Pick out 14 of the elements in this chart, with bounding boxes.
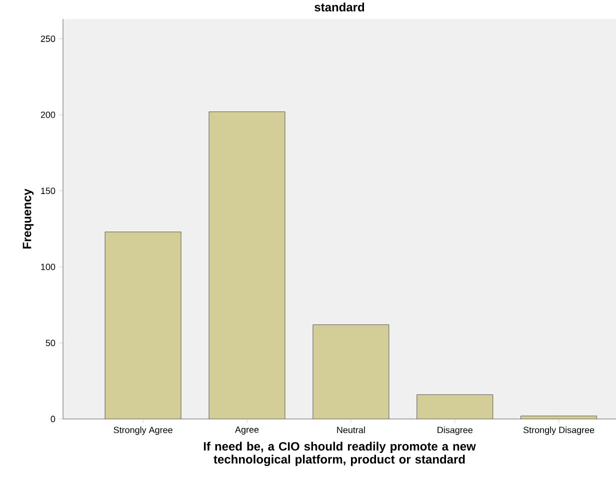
y-tick-label: 250 [40,36,56,42]
y-tick-label: 0 [50,416,56,422]
x-axis-title: If need be, a CIO should readily promote a new technological platform, product or standard [204,442,476,466]
x-tick-label: Neutral [337,426,365,434]
x-tick-label: Strongly Agree [114,426,172,435]
y-tick-label: 200 [40,112,56,118]
chart-title: standard [314,2,364,12]
x-tick-label: Strongly Disagree [523,426,594,435]
y-tick-label: 150 [41,188,56,194]
x-tick-label: Agree [235,426,259,435]
y-axis-title: Frequency [22,188,34,249]
y-tick-label: 100 [41,264,56,270]
x-tick-label: Disagree [438,426,472,435]
y-tick-label: 50 [46,340,56,346]
